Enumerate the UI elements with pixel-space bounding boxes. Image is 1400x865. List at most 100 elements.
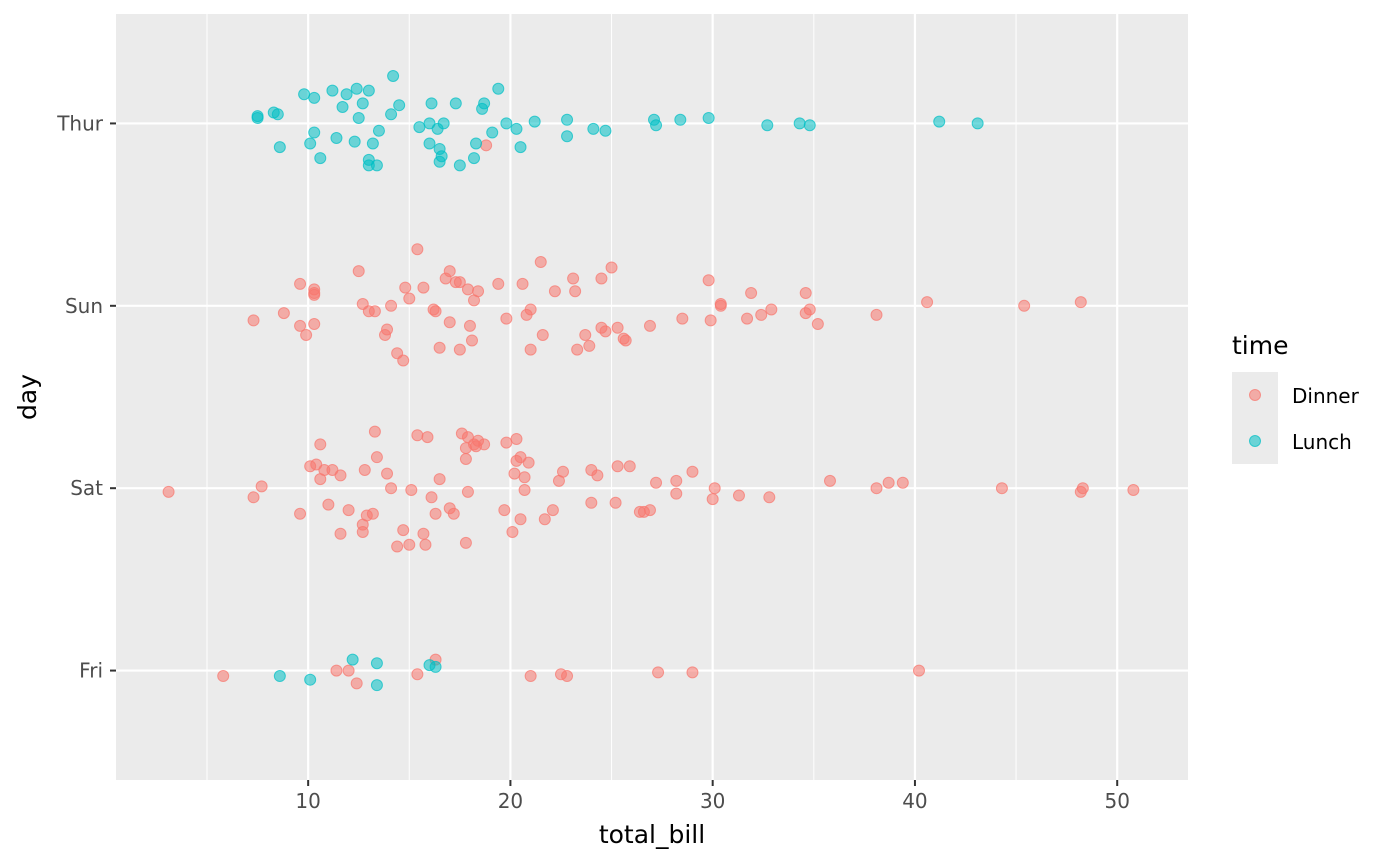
data-point-dinner bbox=[870, 308, 883, 321]
data-point-dinner bbox=[356, 525, 369, 538]
data-point-lunch bbox=[385, 108, 398, 121]
data-point-lunch bbox=[933, 115, 946, 128]
data-point-dinner bbox=[399, 281, 412, 294]
data-point-dinner bbox=[381, 467, 394, 480]
data-point-lunch bbox=[510, 122, 523, 135]
data-point-lunch bbox=[500, 117, 513, 130]
data-point-dinner bbox=[536, 328, 549, 341]
data-point-dinner bbox=[334, 469, 347, 482]
data-point-lunch bbox=[486, 126, 499, 139]
data-point-dinner bbox=[500, 312, 513, 325]
data-point-dinner bbox=[1074, 296, 1087, 309]
data-point-dinner bbox=[453, 276, 466, 289]
y-tick-label: Sat bbox=[70, 476, 103, 500]
data-point-dinner bbox=[472, 285, 485, 298]
data-point-dinner bbox=[557, 465, 570, 478]
data-points bbox=[162, 70, 1140, 692]
data-point-lunch bbox=[298, 88, 311, 101]
data-point-dinner bbox=[459, 453, 472, 466]
data-point-lunch bbox=[674, 113, 687, 126]
data-point-dinner bbox=[368, 425, 381, 438]
data-point-dinner bbox=[294, 319, 307, 332]
data-point-dinner bbox=[676, 312, 689, 325]
data-point-dinner bbox=[643, 504, 656, 517]
data-point-dinner bbox=[514, 513, 527, 526]
data-point-dinner bbox=[300, 328, 313, 341]
data-point-dinner bbox=[745, 287, 758, 300]
data-point-dinner bbox=[670, 487, 683, 500]
data-point-lunch bbox=[599, 124, 612, 137]
data-point-lunch bbox=[803, 119, 816, 132]
data-point-lunch bbox=[453, 159, 466, 172]
data-point-dinner bbox=[652, 666, 665, 679]
data-point-dinner bbox=[548, 285, 561, 298]
data-point-dinner bbox=[461, 485, 474, 498]
data-point-dinner bbox=[755, 308, 768, 321]
data-point-dinner bbox=[546, 504, 559, 517]
data-point-lunch bbox=[425, 97, 438, 110]
data-point-dinner bbox=[870, 482, 883, 495]
data-point-dinner bbox=[370, 451, 383, 464]
data-point-dinner bbox=[619, 334, 632, 347]
data-point-dinner bbox=[882, 476, 895, 489]
data-point-dinner bbox=[650, 476, 663, 489]
data-point-dinner bbox=[322, 498, 335, 511]
data-point-dinner bbox=[411, 243, 424, 256]
data-point-dinner bbox=[518, 484, 531, 497]
data-point-dinner bbox=[524, 670, 537, 683]
data-point-dinner bbox=[741, 312, 754, 325]
data-point-dinner bbox=[670, 474, 683, 487]
data-point-dinner bbox=[217, 670, 230, 683]
data-point-dinner bbox=[294, 507, 307, 520]
data-point-dinner bbox=[433, 341, 446, 354]
data-point-dinner bbox=[524, 303, 537, 316]
data-point-dinner bbox=[506, 525, 519, 538]
data-point-dinner bbox=[421, 431, 434, 444]
data-point-dinner bbox=[247, 314, 260, 327]
data-point-lunch bbox=[478, 97, 491, 110]
data-point-dinner bbox=[397, 354, 410, 367]
data-point-dinner bbox=[443, 265, 456, 278]
data-point-dinner bbox=[480, 139, 493, 152]
legend: time Dinner Lunch bbox=[1232, 331, 1360, 464]
x-tick-label: 10 bbox=[295, 789, 320, 813]
data-point-dinner bbox=[391, 540, 404, 553]
data-point-dinner bbox=[247, 491, 260, 504]
data-point-lunch bbox=[793, 117, 806, 130]
data-point-dinner bbox=[921, 296, 934, 309]
data-point-dinner bbox=[591, 469, 604, 482]
legend-label-dinner: Dinner bbox=[1292, 384, 1360, 408]
data-point-lunch bbox=[971, 117, 984, 130]
data-point-lunch bbox=[366, 137, 379, 150]
x-tick-label: 50 bbox=[1104, 789, 1129, 813]
data-point-lunch bbox=[561, 130, 574, 143]
data-point-dinner bbox=[704, 314, 717, 327]
legend-label-lunch: Lunch bbox=[1292, 430, 1352, 454]
x-tick-label: 40 bbox=[902, 789, 927, 813]
data-point-dinner bbox=[609, 496, 622, 509]
data-point-dinner bbox=[429, 507, 442, 520]
data-point-dinner bbox=[605, 261, 618, 274]
legend-key-background bbox=[1232, 372, 1278, 464]
data-point-dinner bbox=[308, 318, 321, 331]
data-point-lunch bbox=[330, 132, 343, 145]
data-point-dinner bbox=[1076, 482, 1089, 495]
data-point-dinner bbox=[524, 343, 537, 356]
data-point-dinner bbox=[417, 281, 430, 294]
y-axis: Fri Sat Sun Thur bbox=[56, 111, 116, 683]
data-point-lunch bbox=[308, 126, 321, 139]
data-point-dinner bbox=[534, 256, 547, 269]
data-point-dinner bbox=[571, 343, 584, 356]
data-point-dinner bbox=[585, 496, 598, 509]
data-point-lunch bbox=[449, 97, 462, 110]
data-point-dinner bbox=[405, 484, 418, 497]
data-point-dinner bbox=[706, 493, 719, 506]
data-point-dinner bbox=[995, 482, 1008, 495]
data-point-dinner bbox=[385, 482, 398, 495]
data-point-lunch bbox=[350, 82, 363, 95]
data-point-dinner bbox=[765, 303, 778, 316]
data-point-lunch bbox=[413, 121, 426, 134]
data-point-lunch bbox=[304, 673, 317, 686]
data-point-dinner bbox=[277, 307, 290, 320]
data-point-dinner bbox=[366, 507, 379, 520]
